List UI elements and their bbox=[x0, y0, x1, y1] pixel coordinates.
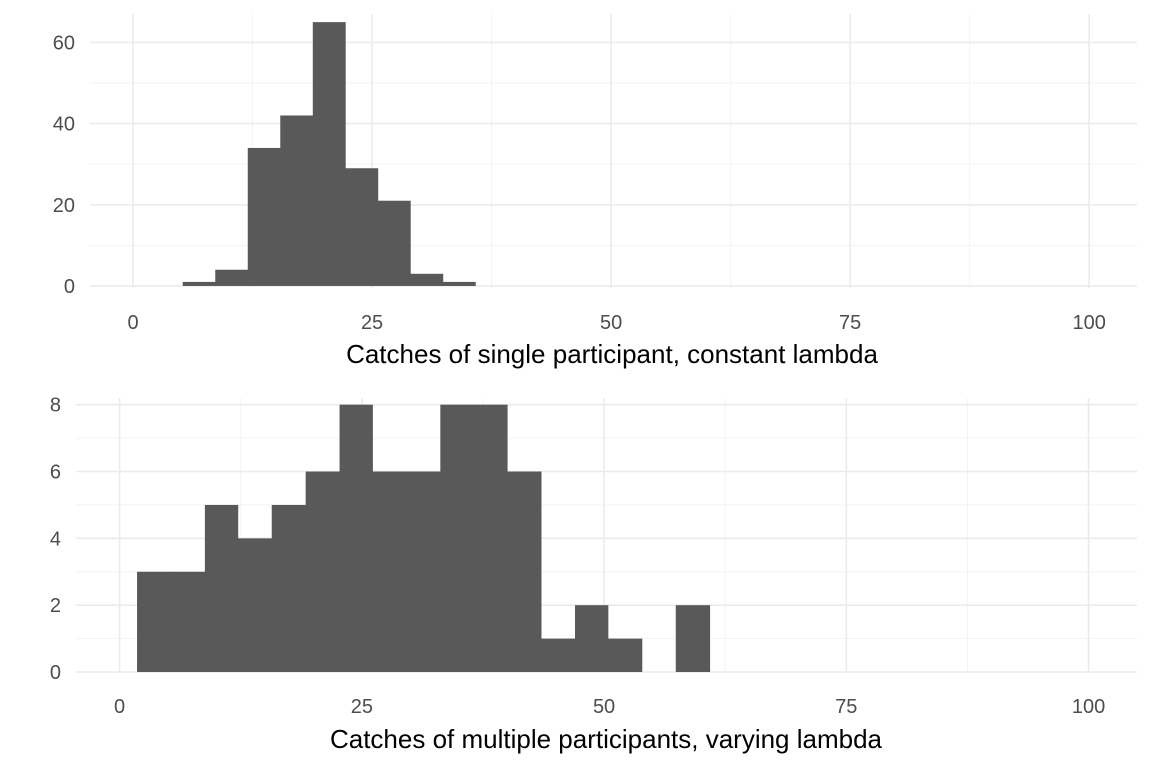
y-tick-label: 0 bbox=[50, 662, 61, 684]
histogram-bar bbox=[215, 269, 249, 286]
x-axis-title: Catches of multiple participants, varyin… bbox=[330, 724, 883, 754]
histogram-bar bbox=[675, 605, 711, 672]
y-tick-labels: 0 20 40 60 bbox=[53, 32, 75, 298]
histogram-bar bbox=[575, 605, 609, 672]
histogram-bar bbox=[204, 504, 239, 672]
x-tick-label: 25 bbox=[361, 312, 383, 334]
y-tick-label: 4 bbox=[50, 528, 61, 550]
histogram-panel-multiple-participants: 0 25 50 75 100 0 2 4 6 8 Catches of multiple par… bbox=[50, 395, 1137, 754]
histogram-bar bbox=[339, 404, 373, 672]
histogram-bar bbox=[271, 504, 307, 672]
histogram-bar bbox=[442, 281, 476, 286]
x-tick-label: 50 bbox=[600, 312, 622, 334]
histogram-bar bbox=[247, 147, 281, 286]
histogram-bar bbox=[440, 404, 475, 672]
y-tick-label: 0 bbox=[64, 276, 75, 298]
x-tick-label: 0 bbox=[114, 696, 125, 718]
histogram-bar bbox=[474, 404, 508, 672]
histogram-bar bbox=[410, 273, 444, 286]
x-tick-label: 0 bbox=[127, 312, 138, 334]
x-tick-label: 50 bbox=[593, 696, 615, 718]
x-tick-label: 75 bbox=[839, 312, 861, 334]
x-tick-labels: 0 25 50 75 100 bbox=[114, 696, 1105, 718]
y-tick-labels: 0 2 4 6 8 bbox=[50, 395, 61, 684]
x-tick-label: 100 bbox=[1072, 696, 1105, 718]
histogram-bar bbox=[377, 200, 411, 286]
y-tick-label: 6 bbox=[50, 462, 61, 484]
x-tick-label: 100 bbox=[1073, 312, 1106, 334]
histogram-bar bbox=[305, 471, 340, 672]
histogram-bar bbox=[507, 471, 542, 672]
histogram-bar bbox=[406, 471, 441, 672]
y-tick-label: 20 bbox=[53, 195, 75, 217]
histogram-bar bbox=[182, 281, 216, 286]
histogram-bars bbox=[137, 404, 711, 672]
x-tick-label: 25 bbox=[351, 696, 373, 718]
histogram-bar bbox=[280, 115, 314, 286]
histogram-bars bbox=[182, 22, 476, 286]
histogram-bar bbox=[541, 638, 576, 672]
histogram-bar bbox=[237, 538, 273, 672]
x-tick-labels: 0 25 50 75 100 bbox=[127, 312, 1105, 334]
histogram-bar bbox=[312, 22, 346, 286]
y-tick-label: 2 bbox=[50, 595, 61, 617]
histogram-bar bbox=[170, 571, 206, 672]
histogram-bar bbox=[607, 638, 643, 672]
y-tick-label: 8 bbox=[50, 395, 61, 417]
histogram-bar bbox=[137, 571, 172, 672]
grid-lines bbox=[90, 14, 1137, 288]
histogram-bar bbox=[345, 168, 379, 286]
x-tick-label: 75 bbox=[835, 696, 857, 718]
x-axis-title: Catches of single participant, constant … bbox=[346, 339, 878, 369]
y-tick-label: 60 bbox=[53, 32, 75, 54]
y-tick-label: 40 bbox=[53, 114, 75, 136]
histogram-panel-single-participant: 0 25 50 75 100 0 20 40 60 Catches of single par… bbox=[53, 14, 1137, 369]
histogram-bar bbox=[372, 471, 407, 672]
